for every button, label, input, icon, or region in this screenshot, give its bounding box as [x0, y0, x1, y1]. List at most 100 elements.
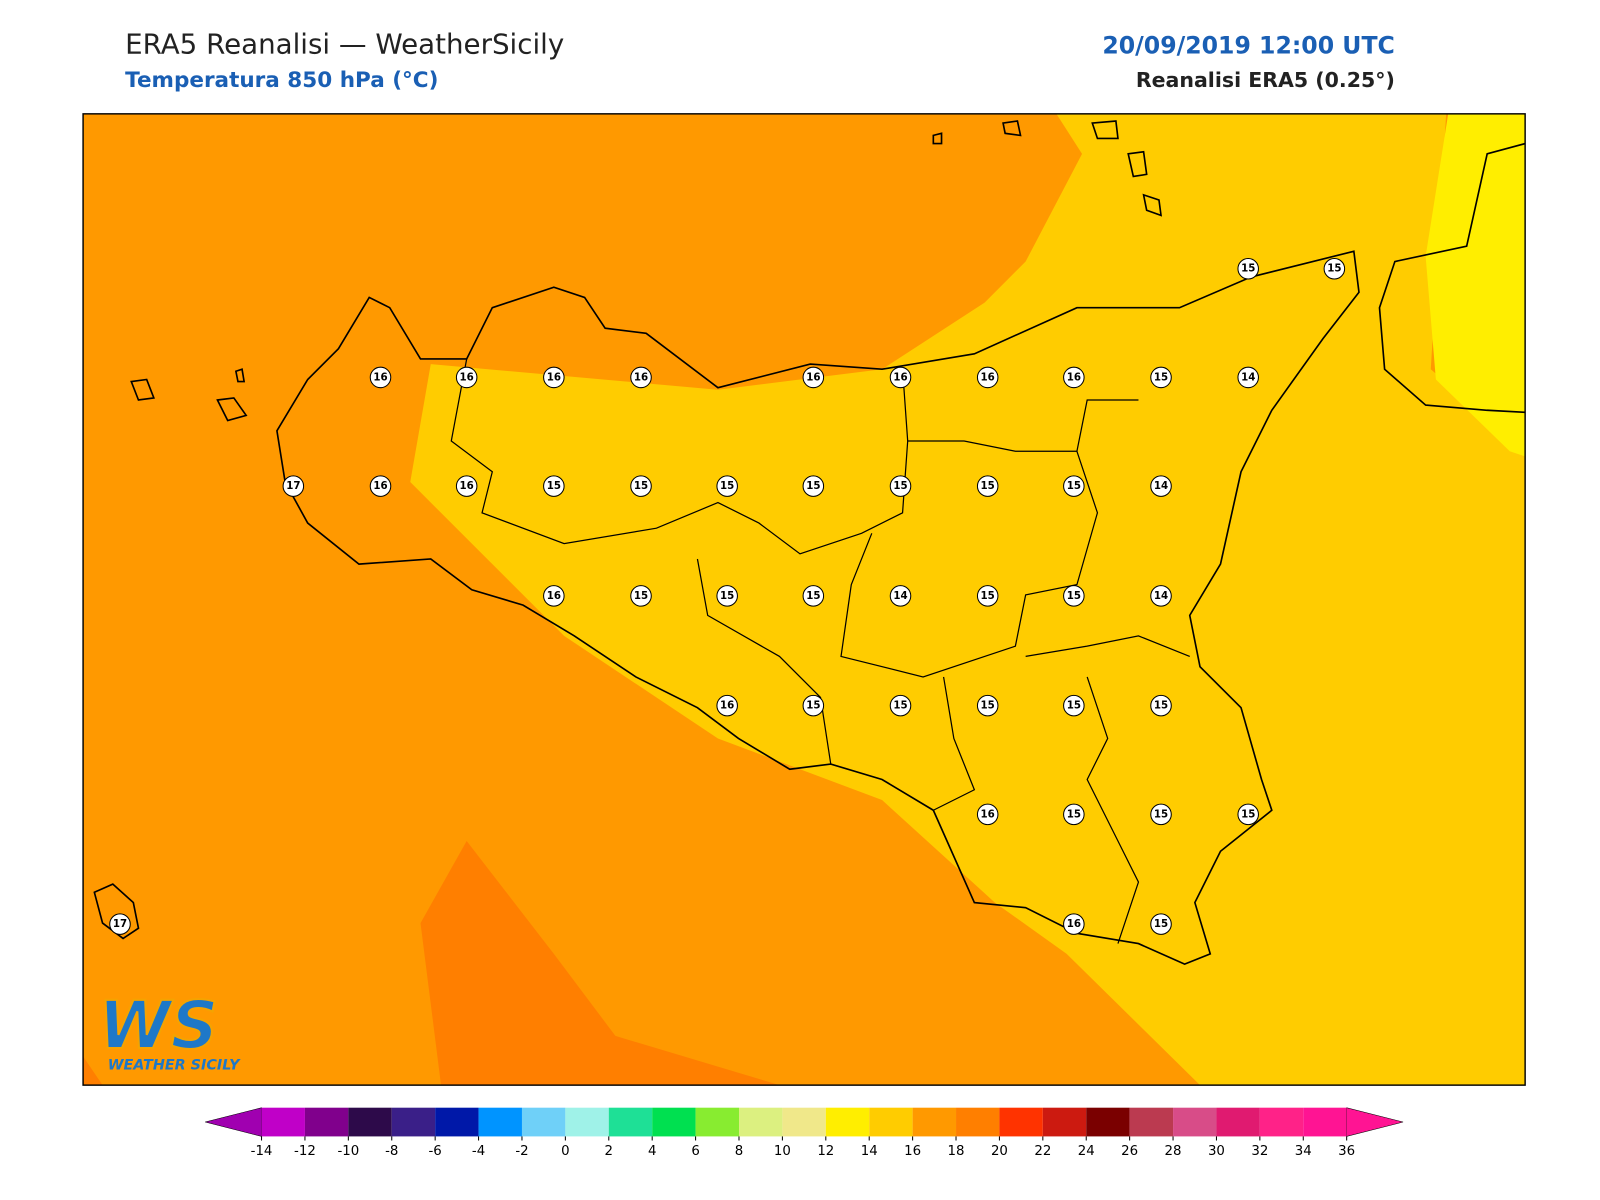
station-marker — [1237, 803, 1259, 826]
station-value: 16 — [634, 371, 648, 383]
station-value: 14 — [1154, 590, 1168, 602]
station-marker — [1237, 366, 1259, 389]
colorbar-under — [205, 1107, 262, 1137]
station-value: 15 — [1154, 371, 1168, 383]
station-value: 16 — [806, 371, 820, 383]
colorbar-tick-label: 8 — [735, 1144, 743, 1159]
station-value: 16 — [893, 371, 907, 383]
station: 16 — [630, 366, 652, 389]
station-marker — [802, 694, 825, 717]
logo: WS WEATHER SICILY — [97, 987, 241, 1074]
station-value: 17 — [286, 480, 300, 492]
colorbar-tick-label: 32 — [1251, 1144, 1268, 1159]
temperature-field — [83, 113, 1526, 1086]
station-marker — [1063, 475, 1085, 497]
source: Reanalisi ERA5 (0.25°) — [1136, 68, 1395, 92]
station: 16 — [455, 475, 478, 497]
colorbar-tick-label: 30 — [1208, 1144, 1225, 1159]
station: 16 — [716, 694, 738, 717]
station-marker — [889, 475, 912, 497]
station-value: 15 — [893, 700, 907, 712]
station: 16 — [369, 475, 392, 497]
station-marker — [630, 366, 652, 389]
colorbar-segment — [261, 1107, 305, 1137]
colorbar-segment — [782, 1107, 826, 1137]
station: 15 — [1237, 257, 1259, 280]
station: 15 — [802, 475, 825, 497]
colorbar-over — [1346, 1107, 1404, 1137]
station: 15 — [802, 585, 825, 607]
colorbar-segment — [1259, 1107, 1304, 1137]
colorbar-segment — [1042, 1107, 1087, 1137]
colorbar-tick-label: 14 — [861, 1144, 878, 1159]
colorbar-segment — [391, 1107, 436, 1137]
station-value: 15 — [806, 700, 820, 712]
colorbar-tick-label: -4 — [472, 1144, 485, 1159]
field-18-20 — [420, 841, 780, 1086]
station-value: 15 — [1327, 263, 1341, 275]
station-marker — [1063, 585, 1085, 607]
station-value: 15 — [1067, 590, 1081, 602]
title: ERA5 Reanalisi — WeatherSicily — [125, 27, 564, 60]
station-value: 15 — [1241, 808, 1255, 820]
station-marker — [455, 366, 478, 389]
station: 14 — [1150, 475, 1172, 497]
logo-mark: WS — [98, 988, 218, 1064]
colorbar-segment — [478, 1107, 522, 1137]
colorbar-tick-label: 26 — [1121, 1144, 1138, 1159]
station: 16 — [543, 366, 565, 389]
station-value: 16 — [981, 371, 995, 383]
station-value: 15 — [547, 480, 561, 492]
station-value: 15 — [634, 480, 648, 492]
station-marker — [109, 913, 131, 935]
station-marker — [1063, 803, 1085, 826]
station: 17 — [109, 913, 131, 935]
station-marker — [543, 475, 565, 497]
colorbar-tick-label: 22 — [1034, 1144, 1051, 1159]
station: 16 — [369, 366, 392, 389]
station-marker — [976, 475, 999, 497]
colorbar-segment — [348, 1107, 392, 1137]
station-marker — [976, 694, 999, 717]
station-value: 15 — [893, 480, 907, 492]
station-value: 15 — [1154, 918, 1168, 930]
province-borders — [450, 358, 1190, 944]
station-value: 15 — [1241, 263, 1255, 275]
station-marker — [889, 694, 912, 717]
station: 16 — [889, 366, 912, 389]
station: 15 — [1063, 585, 1085, 607]
header: ERA5 Reanalisi — WeatherSicily Temperatu… — [125, 27, 1395, 93]
subtitle: Temperatura 850 hPa (°C) — [125, 68, 438, 93]
station-marker — [976, 366, 999, 389]
colorbar-tick-label: 2 — [605, 1144, 613, 1159]
station-value: 14 — [1241, 371, 1255, 383]
station: 15 — [976, 585, 999, 607]
station-value: 16 — [547, 590, 561, 602]
colorbar-segment — [912, 1107, 957, 1137]
colorbar-tick-label: 20 — [991, 1144, 1008, 1159]
station-marker — [455, 475, 478, 497]
colorbar-segment — [1216, 1107, 1260, 1137]
station-marker — [630, 475, 652, 497]
station-value: 15 — [806, 480, 820, 492]
colorbar-segment — [825, 1107, 870, 1137]
station-marker — [716, 694, 738, 717]
colorbar-segment — [521, 1107, 566, 1137]
station-marker — [889, 366, 912, 389]
colorbar-tick-label: 28 — [1165, 1144, 1182, 1159]
station: 16 — [1063, 913, 1085, 935]
station-marker — [369, 475, 392, 497]
station-value: 16 — [460, 371, 474, 383]
colorbar-tick-label: 0 — [561, 1144, 569, 1159]
station: 14 — [1237, 366, 1259, 389]
station-value: 15 — [1154, 808, 1168, 820]
colorbar-segment — [695, 1107, 739, 1137]
colorbar-segment — [652, 1107, 696, 1137]
colorbar-segment — [435, 1107, 479, 1137]
station-value: 15 — [1154, 700, 1168, 712]
field-12-14 — [1425, 113, 1526, 457]
station: 15 — [543, 475, 565, 497]
colorbar-segment — [738, 1107, 783, 1137]
station: 15 — [630, 585, 652, 607]
